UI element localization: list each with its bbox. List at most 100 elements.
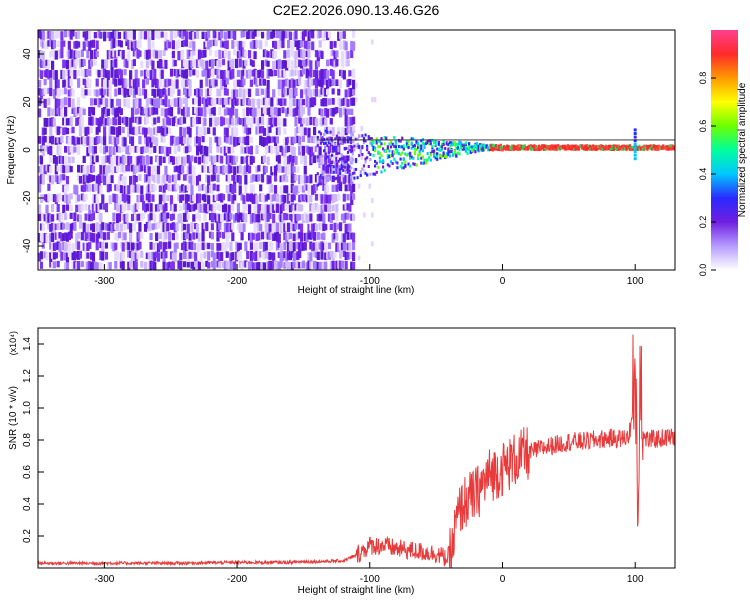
spectrogram-cell xyxy=(601,147,604,151)
spectrogram-cell xyxy=(168,117,172,126)
spectrogram-cell xyxy=(369,152,372,156)
spectrogram-cell xyxy=(253,251,257,262)
spectrogram-cell xyxy=(370,143,374,147)
spectrogram-cell xyxy=(236,252,240,260)
spectrogram-cell xyxy=(164,251,168,259)
spectrogram-cell xyxy=(208,165,213,173)
spectrogram-cell xyxy=(188,233,192,241)
spectrogram-cell xyxy=(153,213,157,223)
spectrogram-cell xyxy=(393,144,396,148)
spectrogram-cell xyxy=(598,145,601,149)
spectrogram-cell xyxy=(294,40,298,48)
spectrogram-cell xyxy=(322,213,326,224)
spectrogram-cell xyxy=(288,79,293,88)
spectrogram-cell xyxy=(266,251,270,260)
spectrogram-cell xyxy=(338,41,343,50)
spectrogram-cell xyxy=(268,126,272,133)
spectrogram-cell xyxy=(129,232,133,243)
spectrogram-cell xyxy=(331,251,335,261)
spectrogram-cell xyxy=(463,144,466,148)
spectrogram-cell xyxy=(112,30,116,41)
spectrogram-cell xyxy=(65,194,70,205)
spectrogram-cell xyxy=(255,126,259,135)
spectrogram-cell xyxy=(156,98,161,109)
spectrogram-cell xyxy=(436,147,439,151)
spectrogram-cell xyxy=(155,222,159,230)
spectrogram-cell xyxy=(565,147,568,151)
spectrogram-cell xyxy=(77,174,81,181)
spectrogram-cell xyxy=(327,98,332,106)
spectrogram-cell xyxy=(223,223,227,233)
spectrogram-cell xyxy=(273,203,278,211)
spectrogram-cell xyxy=(418,146,421,150)
spectrogram-cell xyxy=(123,137,127,147)
spectrogram-cell xyxy=(38,155,42,164)
spectrogram-cell xyxy=(182,127,187,138)
spectrogram-cell xyxy=(220,79,224,90)
spectrogram-cell xyxy=(186,88,190,99)
spectrogram-cell xyxy=(138,213,142,221)
spectrogram-cell xyxy=(121,136,125,147)
spectrogram-cell xyxy=(145,146,149,153)
spectrogram-cell xyxy=(156,30,161,40)
spectrogram-cell xyxy=(377,139,380,143)
spectrogram-cell xyxy=(132,98,136,109)
spectrogram-cell xyxy=(101,222,105,231)
spectrogram-cell xyxy=(353,171,356,175)
spectrogram-cell xyxy=(77,194,81,202)
spectrogram-cell xyxy=(255,166,259,173)
spectrogram-cell xyxy=(498,144,501,148)
spectrogram-cell xyxy=(281,223,285,232)
spectrogram-cell xyxy=(231,262,235,270)
spectrogram-cell xyxy=(657,147,660,151)
spectrogram-cell xyxy=(142,88,146,96)
spectrogram-cell xyxy=(231,89,235,98)
spectrogram-cell xyxy=(155,241,159,252)
spectrogram-cell xyxy=(257,88,261,96)
spectrogram-cell xyxy=(186,145,190,153)
spectrogram-cell xyxy=(160,175,164,186)
spectrogram-cell xyxy=(186,213,190,221)
spectrogram-cell xyxy=(134,69,138,79)
spectrogram-cell xyxy=(86,261,90,270)
spectrogram-cell xyxy=(123,69,127,76)
spectrogram-cell xyxy=(517,144,520,148)
spectrogram-cell xyxy=(99,31,103,39)
spectrogram-cell xyxy=(510,144,514,148)
spectrogram-cell xyxy=(91,212,96,221)
spectrogram-cell xyxy=(169,195,174,205)
spectrogram-cell xyxy=(281,40,285,49)
spectrogram-cell xyxy=(106,50,110,60)
spectrogram-cell xyxy=(312,223,317,231)
spectrogram-cell xyxy=(45,213,49,224)
spectrogram-cell xyxy=(342,97,346,106)
spectrogram-cell xyxy=(329,68,333,77)
spectrogram-cell xyxy=(314,60,319,70)
spectrogram-cell xyxy=(123,87,127,98)
spectrogram-cell xyxy=(316,231,320,240)
spectrogram-cell xyxy=(123,223,127,231)
spectrogram-cell xyxy=(322,203,326,211)
spectrogram-cell xyxy=(372,145,375,149)
spectrogram-cell xyxy=(322,117,326,125)
spectrogram-cell xyxy=(54,50,58,60)
spectrogram-cell xyxy=(233,183,237,193)
spectrogram-cell xyxy=(73,59,77,69)
spectrogram-cell xyxy=(73,50,77,60)
spectrogram-cell xyxy=(216,88,220,97)
spectrogram-cell xyxy=(86,126,90,135)
spectrogram-cell xyxy=(214,39,218,47)
spectrogram-cell xyxy=(181,222,185,232)
spectrogram-cell xyxy=(312,69,317,77)
spectrogram-cell xyxy=(60,69,64,80)
spectrogram-cell xyxy=(461,143,464,147)
spectrogram-cell xyxy=(294,30,298,40)
spectrogram-cell xyxy=(73,41,77,49)
spectrogram-cell xyxy=(203,213,207,221)
spectrogram-cell xyxy=(246,31,250,40)
spectrogram-cell xyxy=(43,60,47,69)
spectrogram-cell xyxy=(49,233,53,242)
spectrogram-cell xyxy=(285,78,289,87)
spectrogram-cell xyxy=(471,145,474,149)
spectrogram-cell xyxy=(292,31,296,42)
